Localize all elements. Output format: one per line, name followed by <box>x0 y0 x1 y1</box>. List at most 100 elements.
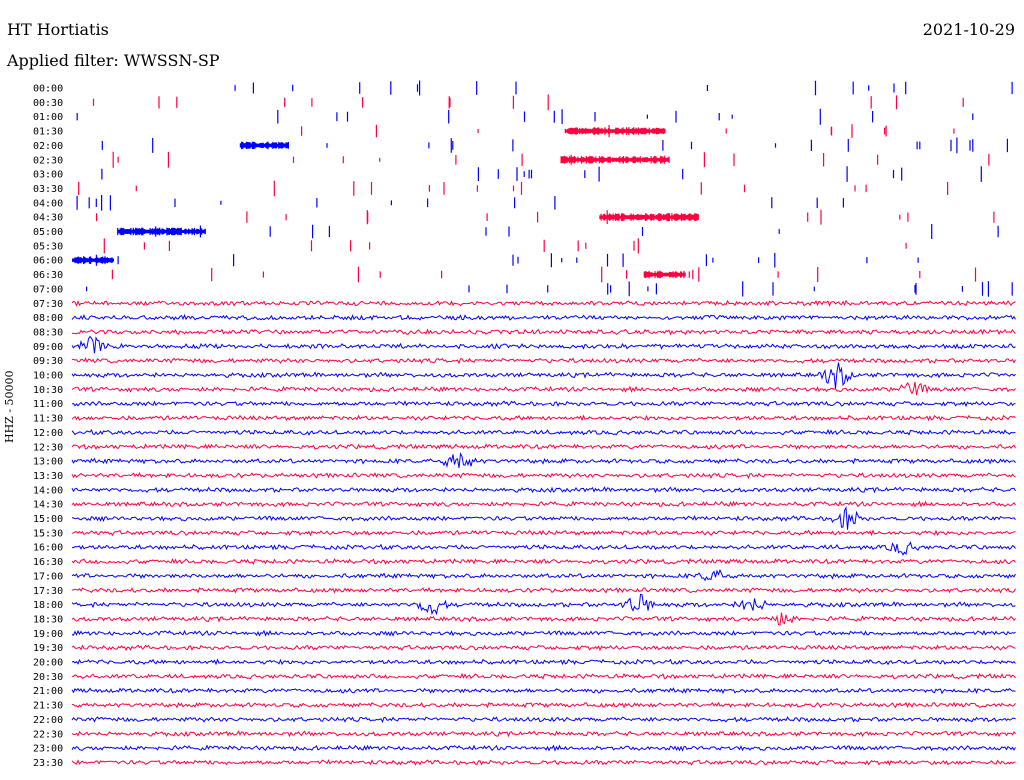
seismogram-trace <box>71 443 1016 450</box>
row-time-label: 22:00 <box>33 715 63 726</box>
seismogram-trace <box>78 180 949 197</box>
seismogram-trace <box>71 529 1016 537</box>
seismogram-trace <box>71 313 1016 322</box>
row-time-label: 07:00 <box>33 284 63 295</box>
row-time-label: 09:00 <box>33 342 63 353</box>
seismogram-trace <box>71 716 1016 724</box>
seismogram-trace <box>71 612 1016 626</box>
row-time-label: 15:30 <box>33 528 63 539</box>
row-time-label: 01:00 <box>33 112 63 123</box>
seismogram-trace <box>71 299 1016 307</box>
seismogram-trace <box>72 252 919 268</box>
seismogram-trace <box>71 328 1016 336</box>
row-time-label: 05:30 <box>33 241 63 252</box>
row-time-label: 08:30 <box>33 327 63 338</box>
row-time-label: 03:00 <box>33 170 63 181</box>
seismogram-trace <box>71 629 1016 637</box>
row-time-label: 12:00 <box>33 428 63 439</box>
row-time-label: 19:30 <box>33 643 63 654</box>
row-time-label: 05:00 <box>33 227 63 238</box>
row-time-label: 20:00 <box>33 658 63 669</box>
row-time-label: 03:30 <box>33 184 63 195</box>
seismogram-trace <box>76 108 974 125</box>
row-time-label: 15:00 <box>33 514 63 525</box>
seismogram-trace <box>71 593 1016 616</box>
row-time-label: 06:00 <box>33 256 63 267</box>
seismogram-trace <box>71 335 1016 354</box>
seismogram-trace <box>71 744 1016 752</box>
date-label: 2021-10-29 <box>922 20 1015 39</box>
seismogram-trace <box>96 209 995 225</box>
row-time-label: 01:30 <box>33 127 63 138</box>
seismogram-trace <box>71 452 1016 468</box>
seismogram-trace <box>71 400 1016 408</box>
row-time-label: 02:00 <box>33 141 63 152</box>
row-time-label: 17:30 <box>33 586 63 597</box>
seismogram-trace <box>71 362 1016 389</box>
row-time-label: 23:00 <box>33 744 63 755</box>
row-time-label: 18:00 <box>33 600 63 611</box>
seismogram-trace <box>92 94 964 111</box>
seismogram-trace <box>72 586 1016 594</box>
seismogram-trace <box>101 166 982 182</box>
row-time-label: 10:00 <box>33 371 63 382</box>
seismogram-trace <box>71 500 1016 508</box>
row-time-label: 06:30 <box>33 270 63 281</box>
seismogram-trace <box>71 414 1016 422</box>
row-time-label: 19:00 <box>33 629 63 640</box>
row-time-label: 21:00 <box>33 686 63 697</box>
row-time-label: 07:30 <box>33 299 63 310</box>
row-time-label: 14:00 <box>33 485 63 496</box>
seismogram-trace <box>71 486 1016 494</box>
seismogram-trace <box>71 381 1016 396</box>
row-time-label: 13:30 <box>33 471 63 482</box>
row-time-label: 22:30 <box>33 729 63 740</box>
seismogram-trace <box>117 224 999 239</box>
row-time-label: 02:30 <box>33 155 63 166</box>
row-time-label: 14:30 <box>33 500 63 511</box>
seismogram-trace <box>71 568 1016 582</box>
filter-label: Applied filter: WWSSN-SP <box>7 51 220 70</box>
seismogram-trace <box>71 428 1016 436</box>
seismogram-trace <box>71 644 1016 652</box>
seismogram-trace <box>71 541 1016 556</box>
seismogram-trace <box>71 758 1016 767</box>
seismogram-trace <box>71 672 1016 680</box>
seismogram-trace <box>76 195 844 211</box>
row-time-label: 04:30 <box>33 213 63 224</box>
seismogram-trace <box>234 80 1013 96</box>
row-time-label: 23:30 <box>33 758 63 769</box>
seismogram-trace <box>71 558 1016 565</box>
row-time-label: 11:30 <box>33 414 63 425</box>
row-time-label: 13:00 <box>33 457 63 468</box>
station-title: HT Hortiatis <box>7 20 109 39</box>
row-time-label: 00:00 <box>33 84 63 95</box>
row-time-label: 20:30 <box>33 672 63 683</box>
seismogram-trace <box>71 505 1016 530</box>
seismogram-trace <box>71 357 1016 365</box>
seismogram-trace <box>71 730 1016 738</box>
row-time-label: 08:00 <box>33 313 63 324</box>
row-time-label: 09:30 <box>33 356 63 367</box>
seismogram-trace <box>101 137 1008 154</box>
row-time-label: 11:00 <box>33 399 63 410</box>
seismogram-trace <box>71 701 1016 709</box>
seismogram-trace <box>86 281 1013 297</box>
seismogram-trace <box>71 472 1016 480</box>
seismogram-trace <box>71 658 1016 666</box>
row-time-label: 16:00 <box>33 543 63 554</box>
row-time-label: 12:30 <box>33 442 63 453</box>
row-time-label: 16:30 <box>33 557 63 568</box>
row-time-label: 18:30 <box>33 614 63 625</box>
row-time-label: 04:00 <box>33 198 63 209</box>
row-time-label: 00:30 <box>33 98 63 109</box>
seismogram-trace <box>112 151 990 168</box>
seismogram-trace <box>71 687 1016 695</box>
row-time-label: 10:30 <box>33 385 63 396</box>
seismogram-trace <box>301 124 955 138</box>
seismogram-trace <box>111 266 977 283</box>
row-time-label: 17:00 <box>33 571 63 582</box>
row-time-label: 21:30 <box>33 701 63 712</box>
seismogram-trace <box>103 238 907 254</box>
